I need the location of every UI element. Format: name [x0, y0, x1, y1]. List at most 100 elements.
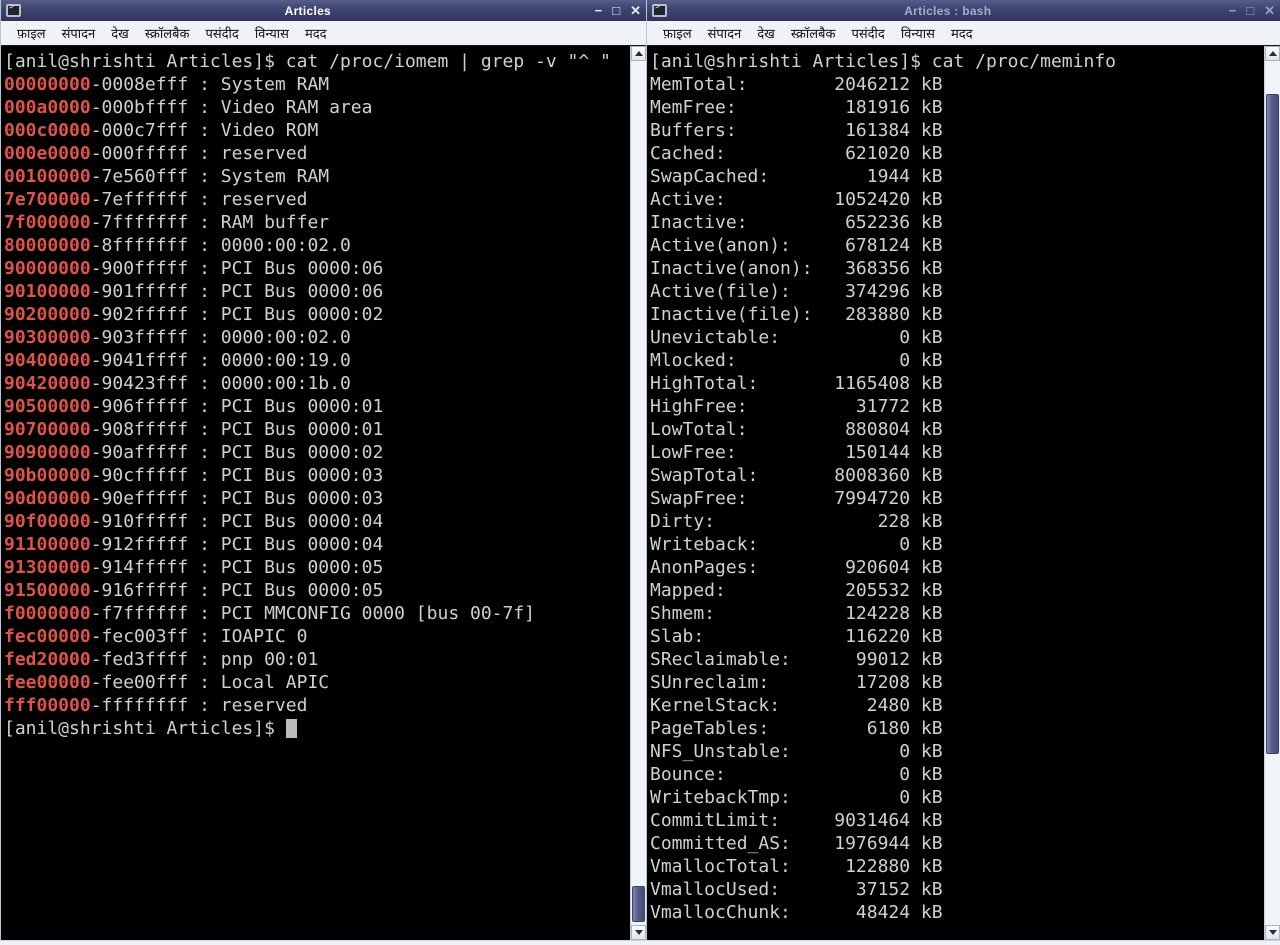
arrow-down-icon — [1268, 930, 1277, 935]
terminal-line: Committed_AS: 1976944 kB — [650, 833, 943, 854]
terminal-line: HighFree: 31772 kB — [650, 396, 943, 417]
scrollbar-thumb[interactable] — [632, 886, 645, 922]
arrow-up-icon — [1268, 51, 1277, 56]
iomem-start-address: fee00000 — [4, 672, 91, 693]
maximize-button[interactable]: □ — [612, 3, 621, 18]
menu-item-3[interactable]: स्क्रॉलबैक — [790, 26, 836, 41]
menu-item-4[interactable]: पसंदीद — [205, 26, 239, 41]
menu-bar: फ़ाइल संपादन देख स्क्रॉलबैक पसंदीद विन्यास मदद — [647, 21, 1280, 46]
scrollbar-track[interactable] — [631, 61, 646, 925]
terminal-line: VmallocUsed: 37152 kB — [650, 879, 943, 900]
iomem-start-address: 00000000 — [4, 74, 91, 95]
terminal-line: Slab: 116220 kB — [650, 626, 943, 647]
terminal-cursor — [285, 719, 297, 738]
scroll-down-button[interactable] — [1265, 925, 1280, 940]
iomem-start-address: fed20000 — [4, 649, 91, 670]
scrollbar-thumb[interactable] — [1266, 94, 1279, 754]
terminal-line: f0000000-f7ffffff : PCI MMCONFIG 0000 [b… — [4, 603, 536, 624]
menu-item-6[interactable]: मदद — [304, 26, 327, 41]
iomem-start-address: 90f00000 — [4, 511, 91, 532]
arrow-up-icon — [634, 51, 643, 56]
terminal-line: NFS_Unstable: 0 kB — [650, 741, 943, 762]
terminal-line: 90300000-903fffff : 0000:00:02.0 — [4, 327, 351, 348]
terminal-line: 91500000-916fffff : PCI Bus 0000:05 — [4, 580, 384, 601]
terminal-line: 90400000-9041ffff : 0000:00:19.0 — [4, 350, 351, 371]
terminal-line: AnonPages: 920604 kB — [650, 557, 943, 578]
scroll-up-button[interactable] — [631, 46, 646, 61]
terminal-line: WritebackTmp: 0 kB — [650, 787, 943, 808]
terminal-line: SwapTotal: 8008360 kB — [650, 465, 943, 486]
menu-item-2[interactable]: देख — [757, 26, 775, 41]
iomem-start-address: 000c0000 — [4, 120, 91, 141]
terminal-output-meminfo[interactable]: [anil@shrishti Articles]$ cat /proc/memi… — [647, 46, 1264, 940]
terminal-line: PageTables: 6180 kB — [650, 718, 943, 739]
terminal-line: Active: 1052420 kB — [650, 189, 943, 210]
iomem-start-address: 000e0000 — [4, 143, 91, 164]
titlebar-left[interactable]: Articles − □ ✕ — [1, 0, 646, 21]
menu-item-5[interactable]: विन्यास — [900, 26, 935, 41]
titlebar-right[interactable]: Articles : bash − □ ✕ — [647, 0, 1280, 21]
scrollbar[interactable] — [630, 46, 646, 940]
close-button[interactable]: ✕ — [1264, 3, 1275, 18]
terminal-line: Inactive(anon): 368356 kB — [650, 258, 943, 279]
terminal-line: 90100000-901fffff : PCI Bus 0000:06 — [4, 281, 384, 302]
iomem-start-address: 90900000 — [4, 442, 91, 463]
menu-item-3[interactable]: स्क्रॉलबैक — [144, 26, 190, 41]
terminal-line: Buffers: 161384 kB — [650, 120, 943, 141]
terminal-line: SReclaimable: 99012 kB — [650, 649, 943, 670]
terminal-line: 90200000-902fffff : PCI Bus 0000:02 — [4, 304, 384, 325]
terminal-line: 90420000-90423fff : 0000:00:1b.0 — [4, 373, 351, 394]
terminal-line: 90900000-90afffff : PCI Bus 0000:02 — [4, 442, 384, 463]
terminal-line: Inactive(file): 283880 kB — [650, 304, 943, 325]
terminal-line: 91300000-914fffff : PCI Bus 0000:05 — [4, 557, 384, 578]
terminal-icon — [652, 2, 667, 17]
iomem-start-address: 90100000 — [4, 281, 91, 302]
terminal-line: 7f000000-7fffffff : RAM buffer — [4, 212, 330, 233]
menu-item-0[interactable]: फ़ाइल — [663, 26, 692, 41]
iomem-start-address: fff00000 — [4, 695, 91, 716]
iomem-start-address: 90300000 — [4, 327, 91, 348]
maximize-button[interactable]: □ — [1246, 3, 1255, 18]
terminal-line: HighTotal: 1165408 kB — [650, 373, 943, 394]
menu-item-6[interactable]: मदद — [950, 26, 973, 41]
arrow-down-icon — [634, 930, 643, 935]
scrollbar[interactable] — [1264, 46, 1280, 940]
terminal-line: 00000000-0008efff : System RAM — [4, 74, 330, 95]
terminal-line: 000a0000-000bffff : Video RAM area — [4, 97, 373, 118]
menu-item-1[interactable]: संपादन — [707, 26, 742, 41]
scrollbar-track[interactable] — [1265, 61, 1280, 925]
iomem-start-address: 90420000 — [4, 373, 91, 394]
terminal-line: LowTotal: 880804 kB — [650, 419, 943, 440]
iomem-start-address: 90500000 — [4, 396, 91, 417]
close-button[interactable]: ✕ — [630, 3, 641, 18]
scroll-down-button[interactable] — [631, 925, 646, 940]
terminal-output-iomem[interactable]: [anil@shrishti Articles]$ cat /proc/iome… — [1, 46, 630, 940]
terminal-line: MemFree: 181916 kB — [650, 97, 943, 118]
terminal-line: SwapCached: 1944 kB — [650, 166, 943, 187]
iomem-start-address: 000a0000 — [4, 97, 91, 118]
iomem-start-address: 80000000 — [4, 235, 91, 256]
minimize-button[interactable]: − — [1228, 3, 1237, 18]
taskbar-edge[interactable] — [0, 940, 1280, 945]
scroll-up-button[interactable] — [1265, 46, 1280, 61]
menu-item-4[interactable]: पसंदीद — [851, 26, 885, 41]
iomem-start-address: 7e700000 — [4, 189, 91, 210]
terminal-line: 90d00000-90efffff : PCI Bus 0000:03 — [4, 488, 384, 509]
menu-item-1[interactable]: संपादन — [61, 26, 96, 41]
terminal-line: 80000000-8fffffff : 0000:00:02.0 — [4, 235, 351, 256]
iomem-start-address: fec00000 — [4, 626, 91, 647]
minimize-button[interactable]: − — [594, 3, 603, 18]
terminal-line: 90f00000-910fffff : PCI Bus 0000:04 — [4, 511, 384, 532]
iomem-start-address: 90b00000 — [4, 465, 91, 486]
menu-item-5[interactable]: विन्यास — [254, 26, 289, 41]
menu-item-2[interactable]: देख — [111, 26, 129, 41]
terminal-line: 91100000-912fffff : PCI Bus 0000:04 — [4, 534, 384, 555]
terminal-line: fed20000-fed3ffff : pnp 00:01 — [4, 649, 319, 670]
iomem-start-address: f0000000 — [4, 603, 91, 624]
menu-item-0[interactable]: फ़ाइल — [17, 26, 46, 41]
terminal-line: fee00000-fee00fff : Local APIC — [4, 672, 330, 693]
terminal-line: [anil@shrishti Articles]$ — [4, 717, 630, 740]
terminal-line: 7e700000-7effffff : reserved — [4, 189, 308, 210]
terminal-line: 90b00000-90cfffff : PCI Bus 0000:03 — [4, 465, 384, 486]
